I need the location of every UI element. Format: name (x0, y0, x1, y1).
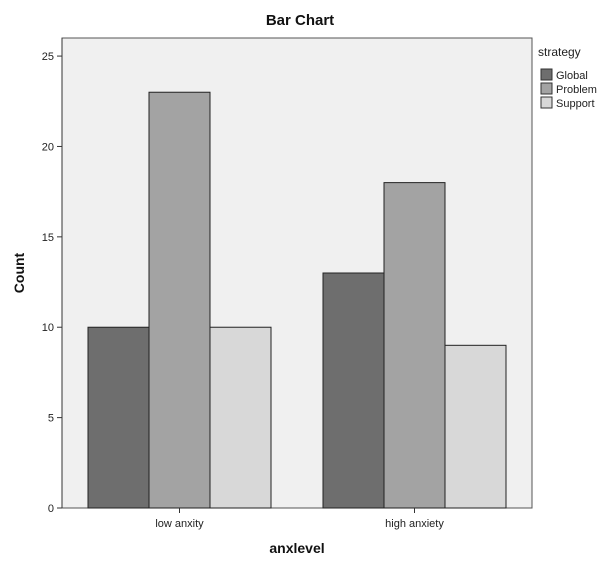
y-tick-label: 10 (42, 322, 54, 334)
y-tick-label: 20 (42, 141, 54, 153)
bar-problem-1 (383, 182, 446, 509)
y-tick-label: 15 (42, 232, 54, 244)
x-tick-label: low anxity (155, 518, 204, 530)
legend-swatch-support (540, 96, 553, 109)
legend-label-global: Global (556, 70, 588, 82)
x-axis: low anxity high anxiety (155, 508, 444, 530)
bars-group (87, 91, 507, 509)
y-axis-title: Count (11, 252, 27, 293)
bar-global-0 (87, 326, 150, 509)
bar-global-1 (322, 272, 385, 509)
legend-label-support: Support (556, 98, 595, 110)
y-axis: 0 5 10 15 20 25 (42, 38, 63, 515)
bar-support-0 (209, 326, 272, 509)
y-tick-label: 25 (42, 51, 54, 63)
bar-support-1 (444, 344, 507, 509)
chart-title: Bar Chart (266, 12, 334, 29)
legend-label-problem: Problem (556, 84, 597, 96)
legend: strategy Global Problem Support (538, 45, 597, 110)
x-axis-title: anxlevel (269, 540, 324, 556)
bar-problem-0 (148, 91, 211, 509)
y-tick-label: 5 (48, 413, 54, 425)
y-tick-label: 0 (48, 503, 54, 515)
legend-title: strategy (538, 45, 581, 59)
legend-swatch-problem (540, 82, 553, 95)
x-tick-label: high anxiety (385, 518, 444, 530)
legend-swatch-global (540, 68, 553, 81)
